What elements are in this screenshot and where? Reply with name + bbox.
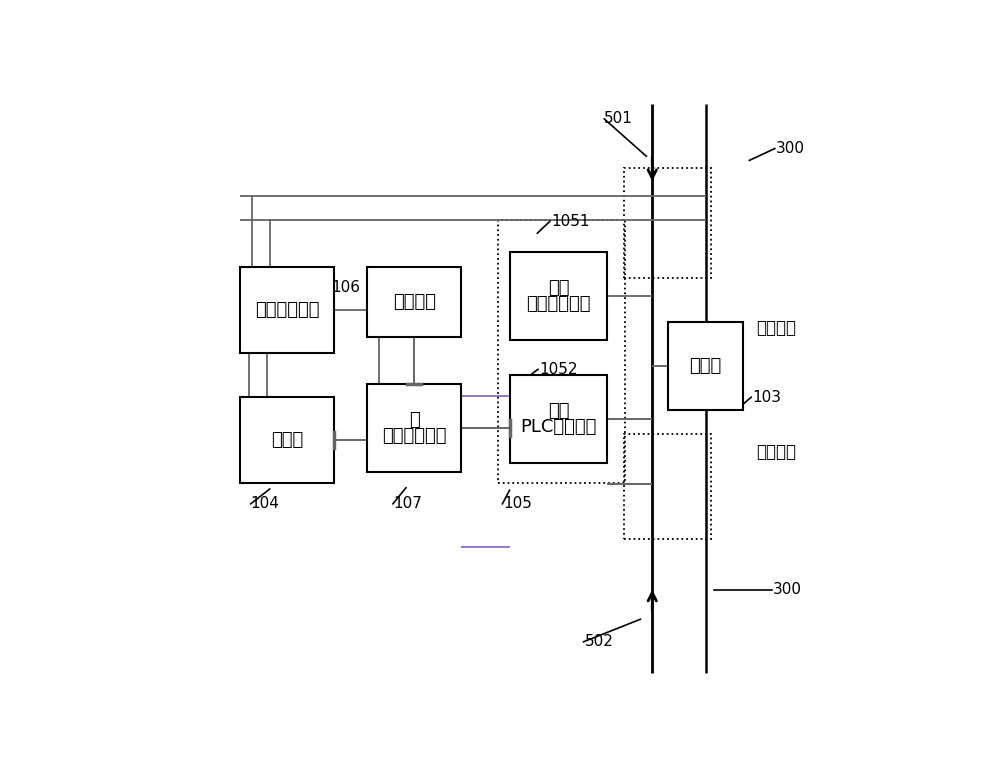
- Bar: [240, 398, 334, 483]
- Text: 蓄电池保护电: 蓄电池保护电: [382, 428, 446, 445]
- Text: 1051: 1051: [551, 214, 589, 229]
- Text: 106: 106: [331, 280, 360, 295]
- Bar: [624, 168, 711, 278]
- Text: 300: 300: [776, 141, 805, 156]
- Bar: [367, 384, 461, 472]
- Bar: [498, 220, 625, 483]
- Text: 电源模块: 电源模块: [393, 293, 436, 311]
- Text: 300: 300: [773, 582, 802, 598]
- Text: 104: 104: [251, 496, 280, 511]
- Text: 滤波器: 滤波器: [689, 357, 722, 375]
- Text: 1052: 1052: [539, 362, 578, 377]
- Text: 502: 502: [585, 634, 614, 649]
- Text: 装置: 装置: [548, 402, 569, 420]
- Bar: [510, 375, 607, 463]
- Text: 蓄电池: 蓄电池: [271, 431, 303, 449]
- Text: PLC耦合处理: PLC耦合处理: [520, 418, 597, 437]
- Text: 核心芯片处理: 核心芯片处理: [526, 295, 591, 313]
- Text: 路: 路: [409, 411, 420, 429]
- Text: 交流输入: 交流输入: [756, 319, 796, 337]
- Text: 105: 105: [504, 496, 532, 511]
- Bar: [240, 267, 334, 353]
- Text: 充电池保护器: 充电池保护器: [255, 301, 319, 319]
- Bar: [624, 434, 711, 539]
- Text: 交流输出: 交流输出: [756, 443, 796, 461]
- Bar: [510, 252, 607, 340]
- Text: 107: 107: [393, 496, 422, 511]
- Text: 103: 103: [752, 390, 781, 404]
- Text: 装置: 装置: [548, 278, 569, 297]
- Text: 501: 501: [604, 112, 633, 126]
- Bar: [668, 322, 743, 410]
- Bar: [367, 267, 461, 337]
